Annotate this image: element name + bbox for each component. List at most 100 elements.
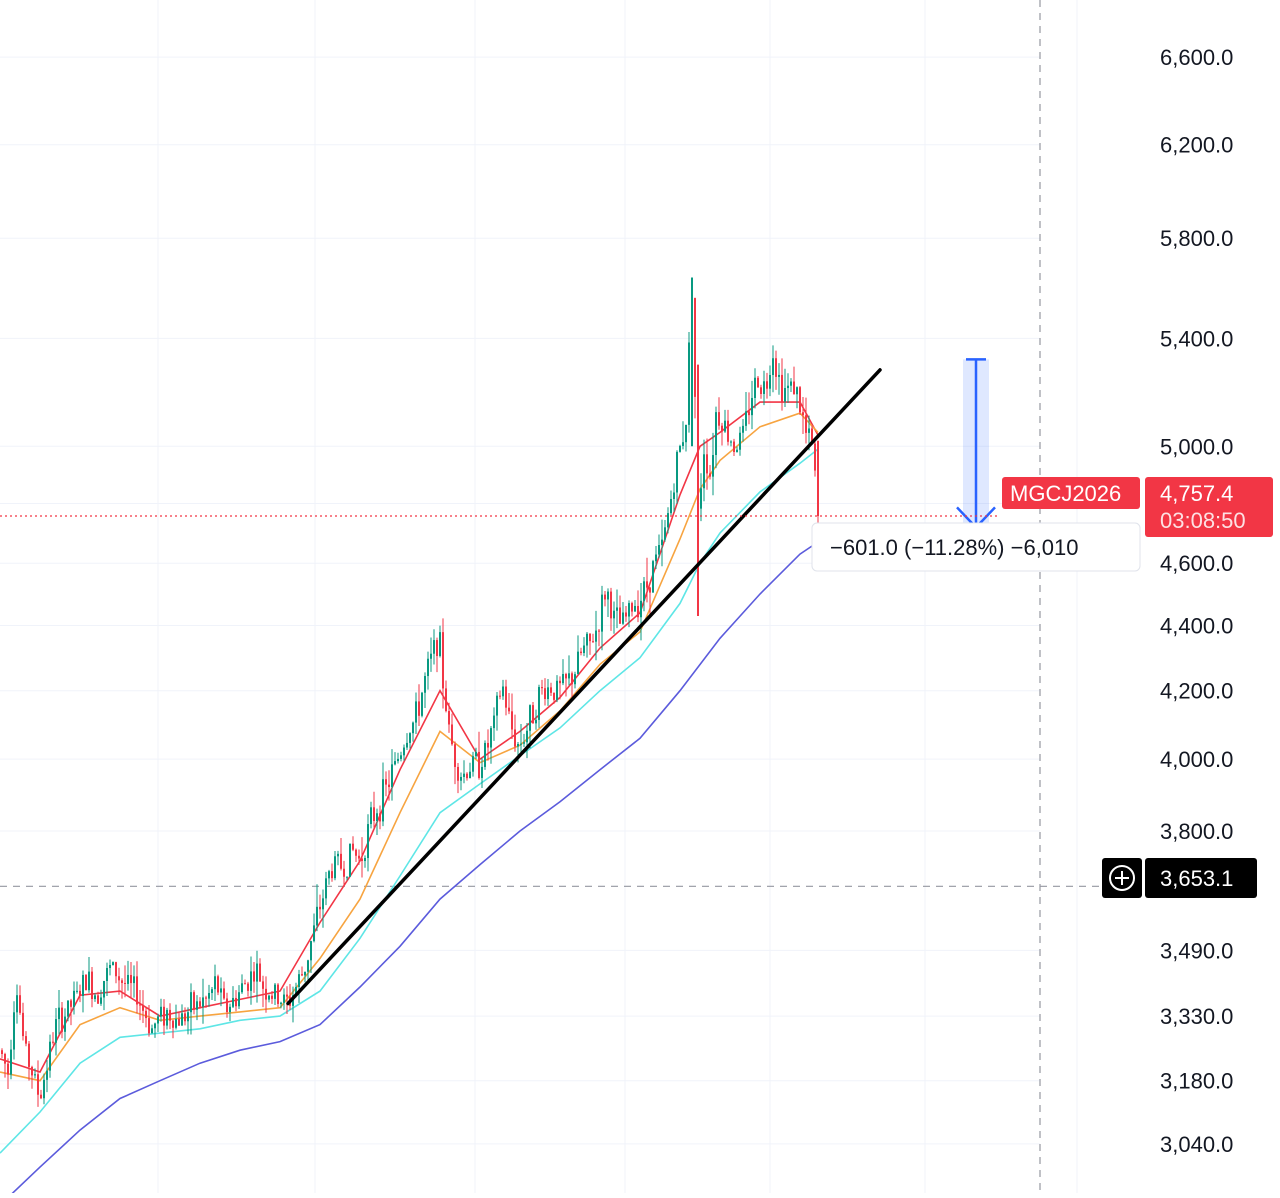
price-axis-tick-label: 3,330.0 bbox=[1160, 1004, 1233, 1029]
candle-body bbox=[301, 974, 303, 976]
candle-body bbox=[283, 994, 285, 1003]
candle-body bbox=[613, 610, 615, 619]
candle-body bbox=[637, 605, 639, 618]
trendline[interactable] bbox=[286, 368, 882, 1006]
price-axis-tick-label: 3,800.0 bbox=[1160, 819, 1233, 844]
candle-body bbox=[667, 513, 669, 528]
candle-body bbox=[499, 695, 501, 697]
candle-body bbox=[562, 674, 564, 684]
candle-body bbox=[535, 719, 537, 724]
candle-body bbox=[490, 728, 492, 748]
candle-body bbox=[241, 983, 243, 993]
candle-body bbox=[412, 722, 414, 734]
candle-body bbox=[592, 641, 594, 643]
candle-body bbox=[397, 758, 399, 762]
candle-body bbox=[619, 607, 621, 624]
plus-circle-icon[interactable] bbox=[1109, 865, 1135, 891]
crosshair-price-tag: 3,653.1 bbox=[1102, 858, 1257, 898]
candle-body bbox=[346, 876, 348, 878]
candle-body bbox=[577, 651, 579, 675]
candle-body bbox=[52, 1041, 54, 1043]
candle-body bbox=[187, 1012, 189, 1022]
candle-body bbox=[526, 730, 528, 743]
candle-body bbox=[757, 377, 759, 388]
candle-body bbox=[61, 1007, 63, 1032]
candle-body bbox=[742, 425, 744, 433]
candle-body bbox=[1, 1050, 3, 1055]
candle-body bbox=[115, 962, 117, 977]
candle-body bbox=[589, 633, 591, 642]
candle-body bbox=[355, 849, 357, 856]
candle-body bbox=[475, 751, 477, 757]
ema-line-3 bbox=[0, 448, 819, 1154]
candle-body bbox=[688, 342, 690, 425]
price-axis[interactable]: 6,600.06,200.05,800.05,400.05,000.04,800… bbox=[1160, 45, 1233, 1198]
candle-body bbox=[166, 1009, 168, 1026]
candle-body bbox=[352, 843, 354, 850]
candle-body bbox=[229, 1006, 231, 1012]
candle-body bbox=[253, 971, 255, 982]
candle-body bbox=[496, 695, 498, 716]
candle-body bbox=[433, 640, 435, 654]
candle-body bbox=[724, 420, 726, 432]
candle-body bbox=[184, 1013, 186, 1022]
candle-body bbox=[325, 878, 327, 899]
crosshair-price-background bbox=[1145, 858, 1257, 898]
candle-body bbox=[136, 976, 138, 1005]
candle-body bbox=[403, 747, 405, 756]
candle-body bbox=[745, 411, 747, 426]
crosshair bbox=[0, 0, 1100, 1193]
candle-body bbox=[4, 1054, 6, 1064]
ema-line-4 bbox=[6, 541, 819, 1198]
candle-body bbox=[73, 990, 75, 1007]
candle-body bbox=[538, 687, 540, 720]
candle-body bbox=[364, 857, 366, 862]
candle-body bbox=[367, 824, 369, 858]
candle-body bbox=[532, 705, 534, 724]
candle-body bbox=[67, 1000, 69, 1017]
price-axis-tick-label: 5,000.0 bbox=[1160, 434, 1233, 459]
candle-body bbox=[109, 965, 111, 969]
candle-body bbox=[361, 858, 363, 862]
candle-body bbox=[88, 971, 90, 991]
candle-body bbox=[244, 983, 246, 985]
candle-body bbox=[91, 971, 93, 1000]
candle-body bbox=[601, 594, 603, 632]
candle-body bbox=[814, 443, 816, 471]
candle-body bbox=[211, 989, 213, 994]
candle-body bbox=[82, 974, 84, 996]
candle-body bbox=[94, 995, 96, 1000]
candle-body bbox=[703, 454, 705, 489]
last-price-tag-background bbox=[1145, 477, 1273, 537]
candle-body bbox=[529, 705, 531, 731]
candle-body bbox=[517, 744, 519, 747]
measure-tool[interactable] bbox=[956, 358, 996, 530]
candle-body bbox=[811, 428, 813, 444]
candle-body bbox=[616, 607, 618, 611]
candle-body bbox=[394, 761, 396, 765]
measure-tooltip-background bbox=[811, 522, 1141, 572]
candle-body bbox=[571, 673, 573, 685]
candle-body bbox=[454, 744, 456, 767]
candle-body bbox=[793, 381, 795, 395]
candle-body bbox=[388, 784, 390, 788]
candle-body bbox=[316, 906, 318, 926]
candle-body bbox=[70, 1000, 72, 1007]
candle-body bbox=[196, 1001, 198, 1010]
trendline-segment bbox=[286, 368, 882, 1006]
candle-body bbox=[763, 381, 765, 394]
candle-body bbox=[100, 997, 102, 1004]
candle-body bbox=[208, 993, 210, 999]
candle-body bbox=[307, 960, 309, 972]
candle-body bbox=[250, 971, 252, 991]
candle-body bbox=[295, 987, 297, 996]
candle-body bbox=[430, 653, 432, 659]
candle-body bbox=[55, 1019, 57, 1043]
candle-body bbox=[103, 980, 105, 998]
candle-body bbox=[382, 779, 384, 822]
candle-body bbox=[649, 587, 651, 593]
candle-body bbox=[271, 995, 273, 999]
candle-body bbox=[43, 1079, 45, 1099]
candle-body bbox=[508, 707, 510, 712]
